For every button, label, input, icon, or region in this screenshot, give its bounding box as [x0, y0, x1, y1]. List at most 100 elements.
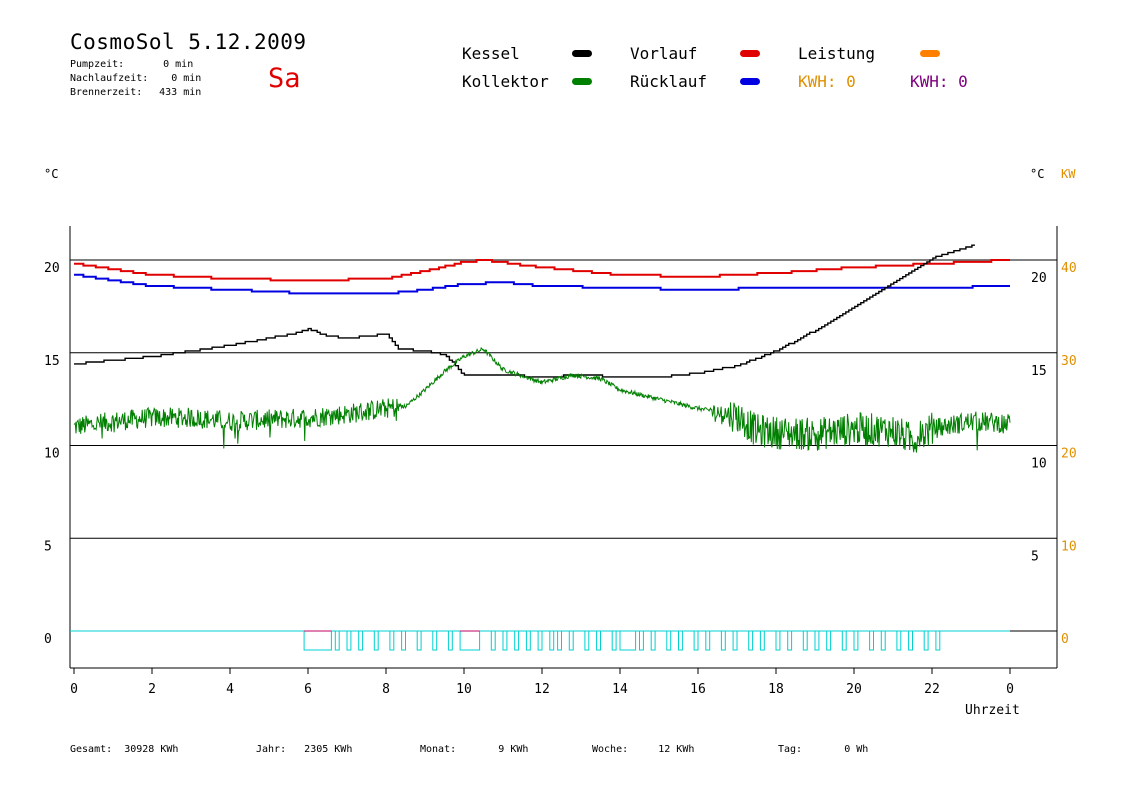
- legend-kwh-purple: KWH: 0: [910, 72, 968, 91]
- right-c-tick-label: 5: [1031, 549, 1039, 564]
- left-tick-label: 0: [44, 632, 52, 647]
- pump-pulse: [358, 631, 364, 651]
- right-kw-tick-label: 40: [1061, 261, 1077, 276]
- pump-pulse: [619, 631, 637, 651]
- pump-pulse: [525, 631, 531, 651]
- tag-label: Tag:: [778, 744, 803, 755]
- pump-pulse: [557, 631, 562, 651]
- pump-pulse: [705, 631, 711, 651]
- monat-label: Monat:: [420, 744, 457, 755]
- weekday-label: Sa: [268, 63, 301, 94]
- pump-pulse: [334, 631, 340, 651]
- gesamt-value: 30928 KWh: [124, 744, 179, 755]
- pump-pulse: [389, 631, 395, 651]
- pump-pulse: [346, 631, 352, 651]
- pump-pulse: [935, 631, 941, 651]
- right-c-tick-label: 10: [1031, 457, 1047, 472]
- pump-pulse: [401, 631, 406, 651]
- brenner-label: Brennerzeit:: [70, 87, 143, 98]
- gesamt-label: Gesamt:: [70, 744, 113, 755]
- pump-pulse: [880, 631, 886, 651]
- tag-value: 0 Wh: [844, 744, 869, 755]
- x-tick-label: 2: [148, 682, 156, 697]
- footer-tag: Tag: 0 Wh: [778, 744, 868, 755]
- right-unit-c-label: °C: [1030, 167, 1045, 181]
- legend-vorlauf-swatch: [740, 50, 760, 57]
- right-kw-tick-label: 10: [1061, 539, 1077, 554]
- pump-pulse: [568, 631, 574, 651]
- pump-pulse: [611, 631, 617, 651]
- pump-pulse: [490, 631, 496, 651]
- pump-pulse: [853, 631, 859, 651]
- nachlauf-label: Nachlaufzeit:: [70, 73, 149, 84]
- left-tick-label: 5: [44, 539, 52, 554]
- right-kw-tick-label: 0: [1061, 632, 1069, 647]
- pump-pulse: [814, 631, 820, 651]
- right-unit-kw-label: KW: [1061, 167, 1076, 181]
- x-tick-label: 18: [768, 682, 784, 697]
- nachlauf-value: 0 min: [171, 73, 202, 84]
- jahr-label: Jahr:: [256, 744, 287, 755]
- x-tick-label: 22: [924, 682, 940, 697]
- footer-woche: Woche: 12 KWh: [592, 744, 694, 755]
- pump-pulse: [693, 631, 699, 651]
- x-tick-label: 8: [382, 682, 390, 697]
- pump-pulse: [908, 631, 913, 651]
- legend-ruecklauf-label: Rücklauf: [630, 72, 708, 91]
- left-tick-label: 15: [44, 354, 60, 369]
- pump-pulse: [720, 631, 726, 651]
- x-tick-label: 0: [1006, 682, 1014, 697]
- jahr-value: 2305 KWh: [304, 744, 353, 755]
- pump-pulse: [802, 631, 808, 651]
- pump-pulse: [732, 631, 738, 651]
- pump-pulse: [666, 631, 672, 651]
- pump-pulse: [869, 631, 874, 651]
- legend-kessel-swatch: [572, 50, 592, 57]
- left-tick-label: 20: [44, 261, 60, 276]
- brenner-value: 433 min: [159, 87, 202, 98]
- pump-pulse: [502, 631, 508, 651]
- woche-value: 12 KWh: [658, 744, 695, 755]
- brenner-row: Brennerzeit: 433 min: [70, 86, 201, 100]
- pump-pulse: [650, 631, 656, 651]
- pump-pulse: [459, 631, 481, 651]
- pump-pulse: [537, 631, 543, 651]
- legend-ruecklauf-swatch: [740, 78, 760, 85]
- x-axis-label: Uhrzeit: [965, 703, 1020, 718]
- pump-pulse: [549, 631, 555, 651]
- pump-pulse: [748, 631, 754, 651]
- pump-pulse: [584, 631, 590, 651]
- pump-pulse: [447, 631, 453, 651]
- pump-pulse: [787, 631, 793, 651]
- left-tick-label: 10: [44, 447, 60, 462]
- pump-pulse: [923, 631, 929, 651]
- pump-pulse: [775, 631, 781, 651]
- legend-leistung-label: Leistung: [798, 44, 876, 63]
- right-c-tick-label: 20: [1031, 271, 1047, 286]
- monat-value: 9 KWh: [498, 744, 529, 755]
- pump-pulse: [373, 631, 379, 651]
- footer-monat: Monat: 9 KWh: [420, 744, 528, 755]
- x-tick-label: 10: [456, 682, 472, 697]
- woche-label: Woche:: [592, 744, 629, 755]
- pump-pulse: [841, 631, 847, 651]
- footer-gesamt: Gesamt: 30928 KWh: [70, 744, 178, 755]
- legend-kollektor-label: Kollektor: [462, 72, 549, 91]
- legend-kollektor-swatch: [572, 78, 592, 85]
- x-tick-label: 4: [226, 682, 234, 697]
- pump-pulse: [432, 631, 438, 651]
- pump-pulse: [303, 631, 332, 651]
- series-line-rcklauf: [74, 273, 1010, 295]
- pump-pulse: [639, 631, 644, 651]
- left-unit-label: °C: [44, 167, 59, 181]
- pumpzeit-label: Pumpzeit:: [70, 59, 125, 70]
- right-c-tick-label: 15: [1031, 364, 1047, 379]
- footer-jahr: Jahr: 2305 KWh: [256, 744, 352, 755]
- pump-pulse: [759, 631, 765, 651]
- x-tick-label: 16: [690, 682, 706, 697]
- x-tick-label: 12: [534, 682, 550, 697]
- pump-pulse: [826, 631, 832, 651]
- series-line-vorlauf: [74, 259, 1010, 282]
- pump-pulse: [896, 631, 902, 651]
